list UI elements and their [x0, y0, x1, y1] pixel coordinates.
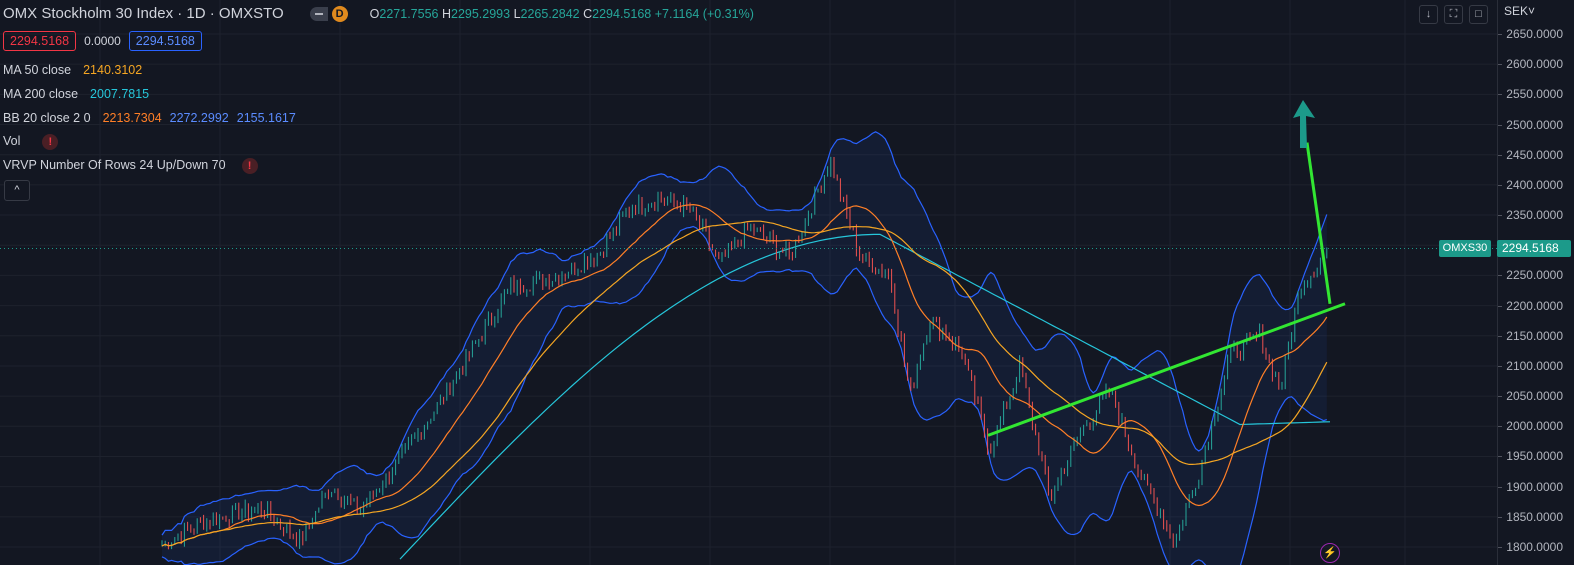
open-label: O — [369, 6, 380, 21]
bollinger-band-fill — [162, 131, 1327, 565]
price-chart — [0, 0, 1497, 565]
ma200-line — [399, 233, 1331, 560]
hide-icon[interactable] — [309, 6, 328, 21]
price-axis-tick — [1498, 34, 1502, 35]
price-axis[interactable]: SEK˅ 2650.0000 2600.0000 2550.0000 2500.000… — [1497, 0, 1574, 565]
bollinger-upper-line — [161, 131, 1328, 536]
visibility-toggle[interactable]: D — [309, 5, 348, 22]
currency-label: SEK — [1504, 4, 1529, 18]
low-label: L — [513, 6, 521, 21]
currency-selector[interactable]: SEK˅ — [1504, 4, 1535, 18]
bb-lower-value: 2155.1617 — [236, 111, 296, 125]
price-axis-label: 2250.0000 — [1506, 268, 1563, 283]
price-axis-tick — [1498, 184, 1502, 186]
price-axis-label: 1900.0000 — [1506, 479, 1563, 494]
ma200-label: MA 200 close — [3, 87, 79, 101]
price-axis-label: 2350.0000 — [1506, 208, 1563, 223]
scroll-down-icon[interactable]: ↓ — [1419, 5, 1438, 24]
chevron-down-icon: ˅ — [1528, 4, 1536, 18]
price-boxes: 2294.5168 0.0000 2294.5168 — [3, 31, 202, 51]
price-axis-tick — [1498, 124, 1502, 126]
indicator-ma200[interactable]: MA 200 close 2007.7815 — [3, 87, 149, 101]
price-axis-label: 1850.0000 — [1506, 509, 1563, 524]
price-axis-label: 2500.0000 — [1506, 117, 1563, 132]
change-value: +7.1164 (+0.31%) — [654, 6, 754, 21]
low-value: 2265.2842 — [520, 6, 580, 21]
price-axis-tick — [1498, 547, 1502, 548]
price-axis-tick — [1498, 154, 1502, 156]
indicator-vol[interactable]: Vol! — [3, 134, 59, 150]
price-axis-tick — [1498, 305, 1502, 307]
vol-label: Vol — [3, 134, 21, 148]
projection-line — [1305, 142, 1332, 304]
bb-basis-value: 2213.7304 — [102, 111, 162, 125]
chart-plot-area[interactable] — [0, 0, 1497, 565]
price-axis-label: 2200.0000 — [1506, 298, 1563, 313]
bb-upper-value: 2272.2992 — [169, 111, 229, 125]
buy-price-box[interactable]: 2294.5168 — [128, 31, 202, 51]
price-axis-label: 2600.0000 — [1506, 57, 1563, 72]
vol-alert-icon[interactable]: ! — [42, 134, 59, 150]
price-axis-label: 1800.0000 — [1506, 540, 1563, 554]
price-axis-tick — [1498, 335, 1502, 337]
price-axis-label: 2450.0000 — [1506, 147, 1563, 162]
ma50-value: 2140.3102 — [83, 63, 143, 77]
close-value: 2294.5168 — [592, 6, 652, 21]
flash-icon[interactable]: ⚡ — [1320, 543, 1340, 563]
sell-price-box[interactable]: 2294.5168 — [3, 31, 77, 51]
symbol-tag: OMXS30 — [1439, 239, 1491, 257]
price-axis-tick — [1498, 426, 1502, 428]
price-axis-label: 1950.0000 — [1506, 449, 1563, 464]
maximize-icon[interactable]: □ — [1469, 5, 1488, 24]
price-axis-tick — [1498, 396, 1502, 398]
ma50-label: MA 50 close — [3, 63, 72, 77]
price-axis-label: 2000.0000 — [1506, 419, 1563, 434]
chart-toolbar: ↓ ⛶ □ — [1419, 5, 1488, 24]
bollinger-lower-line — [161, 225, 1327, 565]
price-axis-tick — [1498, 516, 1502, 518]
price-axis-tick — [1498, 456, 1502, 458]
vrvp-alert-icon[interactable]: ! — [241, 158, 258, 174]
high-value: 2295.2993 — [451, 6, 511, 21]
price-axis-label: 2550.0000 — [1506, 87, 1563, 102]
open-value: 2271.7556 — [379, 6, 439, 21]
symbol-title[interactable]: OMX Stockholm 30 Index · 1D · OMXSTO — [3, 5, 284, 22]
indicator-vrvp[interactable]: VRVP Number Of Rows 24 Up/Down 70! — [3, 158, 258, 174]
ma50-line — [161, 220, 1328, 547]
indicator-bb[interactable]: BB 20 close 2 0 2213.7304 2272.2992 2155.16… — [3, 111, 296, 125]
price-axis-tick — [1498, 365, 1502, 367]
data-mode-badge[interactable]: D — [331, 5, 348, 22]
price-axis-tick — [1498, 94, 1502, 96]
spread-value: 0.0000 — [84, 34, 121, 48]
price-axis-tick — [1498, 64, 1502, 66]
high-label: H — [441, 6, 451, 21]
price-axis-label: 2050.0000 — [1506, 389, 1563, 404]
price-axis-label: 2150.0000 — [1506, 328, 1563, 343]
close-label: C — [583, 6, 593, 21]
ohlc-values: O2271.7556 H2295.2993 L2265.2842 C2294.5… — [370, 7, 754, 21]
indicator-ma50[interactable]: MA 50 close 2140.3102 — [3, 63, 142, 77]
price-axis-tick — [1498, 215, 1502, 217]
fullscreen-icon[interactable]: ⛶ — [1444, 5, 1463, 24]
price-axis-tick — [1498, 275, 1502, 277]
bollinger-basis-line — [161, 203, 1328, 547]
price-axis-label: 2400.0000 — [1506, 177, 1563, 192]
price-axis-label: 2650.0000 — [1506, 27, 1563, 41]
current-price-tag: 2294.5168 — [1497, 239, 1571, 257]
price-axis-label: 2100.0000 — [1506, 358, 1563, 373]
vrvp-label: VRVP Number Of Rows 24 Up/Down 70 — [3, 158, 226, 172]
bb-label: BB 20 close 2 0 — [3, 111, 91, 125]
chevron-up-icon[interactable]: ^ — [4, 180, 30, 201]
legend-header: OMX Stockholm 30 Index · 1D · OMXSTO D O… — [3, 5, 754, 22]
trendline — [987, 302, 1346, 437]
ma200-value: 2007.7815 — [90, 87, 150, 101]
price-axis-tick — [1498, 486, 1502, 488]
arrow-up-icon — [1293, 100, 1315, 148]
